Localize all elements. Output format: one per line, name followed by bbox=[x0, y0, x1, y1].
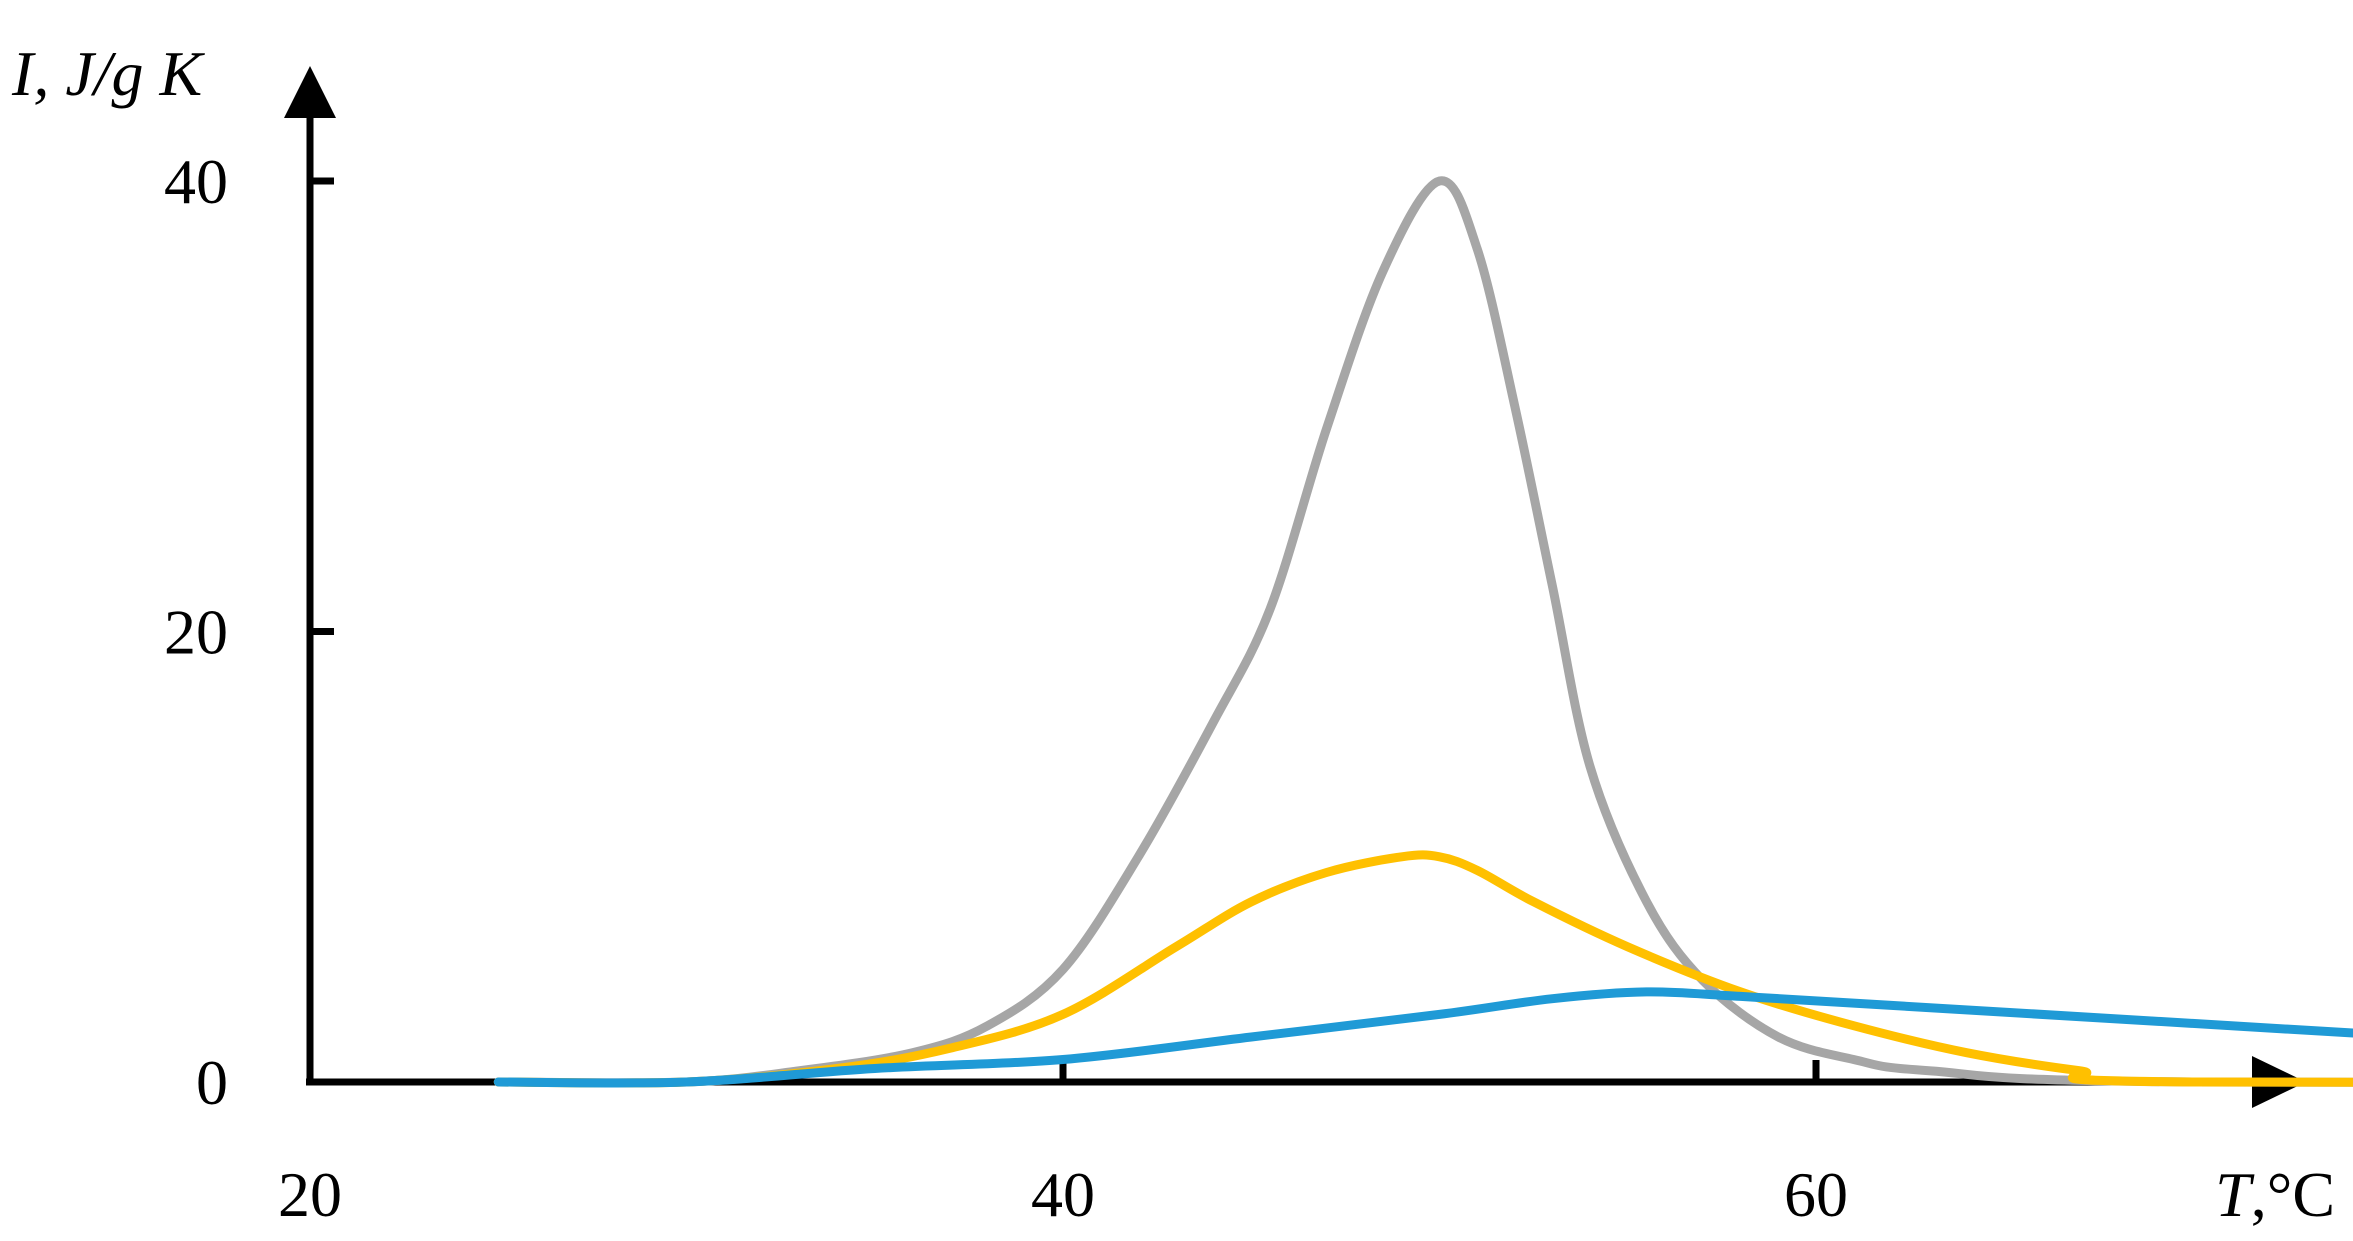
y-axis-arrow bbox=[284, 66, 336, 118]
series-line-2 bbox=[493, 850, 2353, 1088]
y-axis-label: I, J/g K bbox=[11, 38, 206, 109]
axis-labels: I, J/g K T,°C bbox=[11, 38, 2335, 1230]
ticks: 2040608002040 bbox=[164, 146, 1848, 1230]
x-tick-label: 60 bbox=[1784, 1159, 1848, 1230]
y-tick-label: 40 bbox=[164, 146, 228, 217]
series-line-3 bbox=[493, 987, 2353, 1088]
x-tick-label: 20 bbox=[278, 1159, 342, 1230]
series bbox=[493, 176, 2353, 1088]
x-axis-label-var: T bbox=[2215, 1159, 2255, 1230]
x-tick-label: 40 bbox=[1031, 1159, 1095, 1230]
x-axis-label-unit: ,°C bbox=[2251, 1159, 2335, 1230]
y-tick-label: 20 bbox=[164, 597, 228, 668]
axes bbox=[284, 66, 2306, 1108]
series-line-1 bbox=[493, 176, 2353, 1088]
y-tick-label: 0 bbox=[196, 1047, 228, 1118]
x-axis-label: T,°C bbox=[2215, 1159, 2335, 1230]
